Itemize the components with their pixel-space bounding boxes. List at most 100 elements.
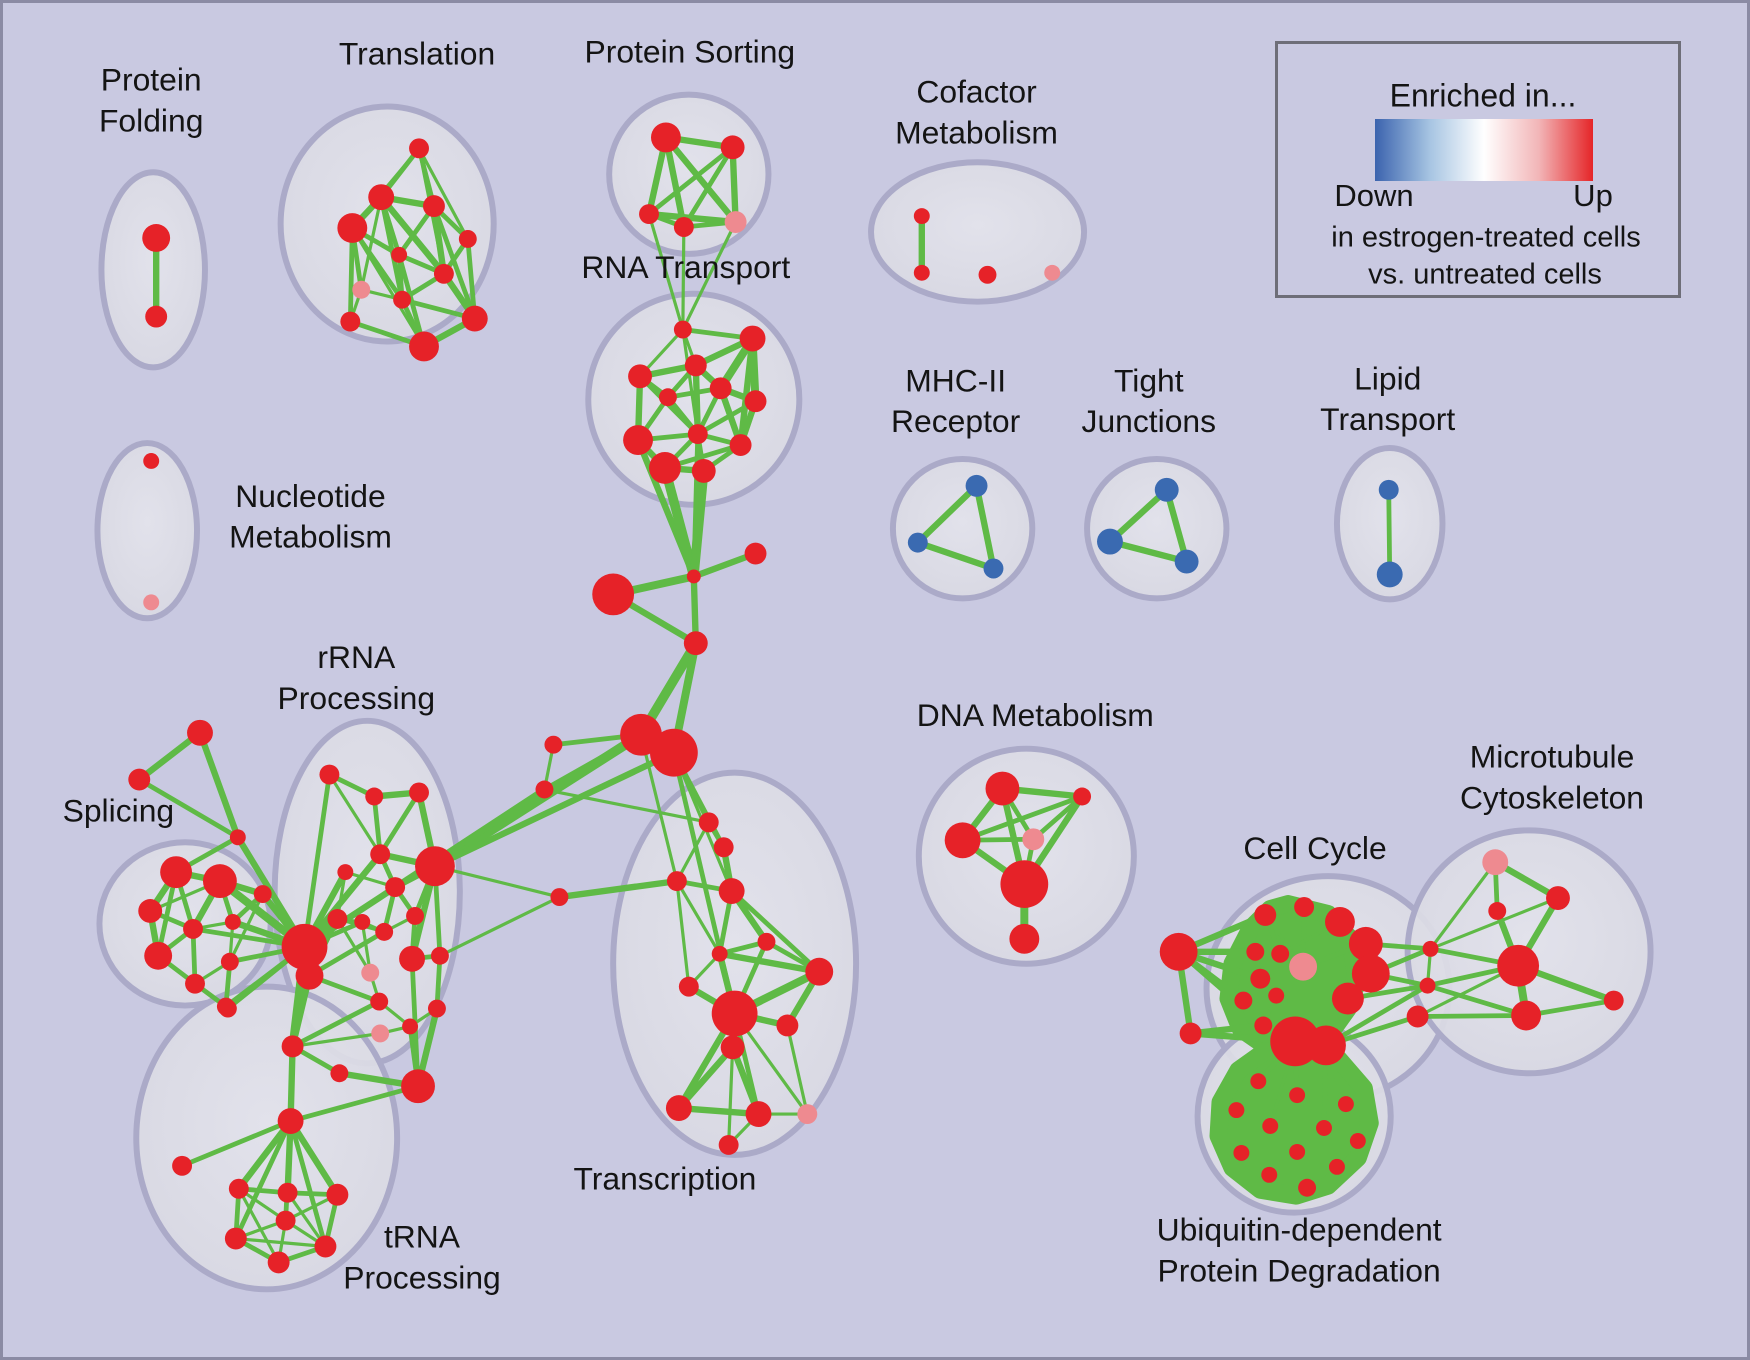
gene-set-node-up [713,837,734,858]
gene-set-node-up [1254,904,1277,926]
gene-set-node-up [330,1064,349,1083]
cluster-label-cell-cycle: Cell Cycle [1243,830,1386,866]
gene-set-node-up [729,434,752,456]
gene-set-node-up [913,264,930,281]
network-edge [662,134,739,226]
gene-set-node-up [187,719,213,746]
gene-set-node-up [277,1108,304,1134]
gene-set-node-up [805,957,834,986]
network-edge [675,879,722,956]
gene-set-node-up [757,932,776,951]
gene-set-node-up [224,913,241,930]
network-edge [960,794,1085,843]
gene-set-node-up [1261,1166,1278,1183]
gene-set-node-up [406,906,424,925]
gene-set-node-up [535,780,554,799]
gene-set-node-up [327,908,348,929]
gene-set-node-up [687,424,708,445]
gene-set-node-up [1289,1087,1306,1104]
gene-set-node-up [1325,906,1355,937]
gene-set-node-up [1331,982,1364,1015]
cluster-label-protein-folding: Protein Folding [99,62,203,139]
cluster-ellipse-mhc-ii-receptor [889,455,1036,602]
network-edge [675,820,711,883]
network-edge [377,790,422,857]
gene-set-node-up [658,388,677,407]
network-edge [914,482,980,546]
gene-set-node-up [172,1155,193,1176]
gene-set-node-up [1349,1132,1366,1149]
cluster-ellipse-tight-junctions [1084,455,1230,602]
network-edge [639,733,679,883]
network-edge [1386,487,1393,577]
gene-set-node-up [143,453,160,469]
gene-set-node-up [698,812,719,833]
gene-set-node-up [711,945,728,962]
gene-set-node-up [354,913,371,930]
gene-set-node-up [391,246,408,263]
network-edge [465,236,478,321]
gene-set-node-up-weak [352,280,371,299]
cluster-label-rrna-processing: rRNA Processing [278,639,436,716]
gene-set-node-up [281,1035,304,1058]
gene-set-node-up [365,787,384,806]
network-edge [681,225,686,332]
gene-set-node-up [142,224,171,252]
gene-set-node-up [718,878,745,905]
gene-set-node-up [1270,1016,1321,1067]
gene-set-node-up [202,864,237,899]
network-edge [286,1191,328,1249]
cluster-label-trna-processing: tRNA Processing [343,1218,501,1295]
gene-set-node-up [1306,1025,1346,1066]
gene-set-node-up [1233,1144,1250,1161]
gene-set-node-up [267,1251,290,1274]
cluster-label-rna-transport: RNA Transport [581,249,790,285]
network-edge [228,892,265,964]
gene-set-node-up [1179,1022,1202,1045]
legend-gradient-bar [1375,119,1593,181]
gene-set-node-up [326,1183,349,1206]
network-edge [662,134,688,231]
legend-up-label: Up [1573,178,1613,213]
network-edge [737,335,756,449]
gene-set-node-up [776,1014,799,1037]
legend-title: Enriched in... [1389,77,1577,114]
network-edge [1106,538,1190,565]
gene-set-node-up [160,856,193,889]
gene-set-node-up [368,184,395,211]
gene-set-node-up-weak [1044,264,1061,281]
gene-set-node-up [639,204,659,225]
cluster-label-nucleotide-metabolism: Nucleotide Metabolism [229,478,392,555]
cluster-label-cofactor-metabolism: Cofactor Metabolism [895,74,1058,151]
gene-set-node-up [1511,1000,1542,1031]
gene-set-node-down [1154,477,1179,502]
network-edge [729,144,739,226]
gene-set-node-up [370,992,389,1011]
gene-set-node-up [720,1035,745,1060]
network-edge [359,195,383,292]
gene-set-node-up [183,918,203,939]
gene-set-node-up [1316,1120,1332,1136]
legend-subtitle-line2: vs. untreated cells [1368,258,1602,291]
gene-set-node-down [907,532,928,553]
gene-set-node-up [409,138,429,159]
gene-set-node-up [1268,987,1285,1004]
network-edge [646,144,736,217]
gene-set-node-up [402,1018,419,1035]
cluster-label-transcription: Transcription [573,1161,756,1197]
gene-set-node-up [224,1227,247,1250]
gene-set-node-up [385,877,406,898]
gene-set-node-up-weak [797,1104,818,1125]
gene-set-node-up [709,377,732,400]
network-edge [690,550,759,580]
gene-set-node-up [628,364,652,389]
gene-set-node-up [144,941,173,970]
gene-set-node-up [1348,926,1383,961]
gene-set-node-up [673,217,694,237]
gene-set-node-up [913,208,930,225]
cluster-ellipse-trna-processing [133,983,401,1293]
network-edge [785,1023,809,1116]
gene-set-node-up [745,1101,772,1128]
gene-set-node-up [433,263,454,284]
